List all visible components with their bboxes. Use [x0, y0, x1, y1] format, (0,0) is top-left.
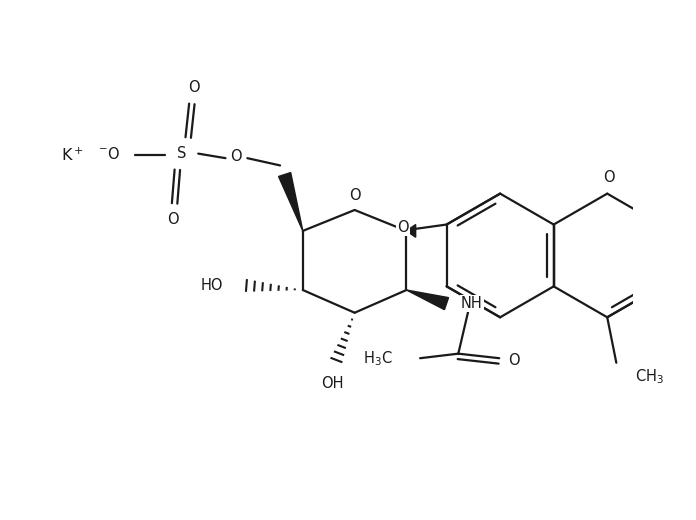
- Text: S: S: [177, 146, 187, 161]
- Text: O: O: [167, 213, 179, 227]
- Text: $^{-}$O: $^{-}$O: [98, 146, 120, 162]
- Text: H$_3$C: H$_3$C: [363, 349, 393, 368]
- Text: O: O: [397, 220, 409, 235]
- Text: O: O: [349, 188, 361, 203]
- Text: OH: OH: [321, 376, 343, 391]
- Text: O: O: [230, 149, 242, 164]
- Polygon shape: [406, 290, 448, 310]
- Text: O: O: [188, 80, 200, 95]
- Polygon shape: [406, 225, 416, 237]
- Text: O: O: [508, 353, 520, 368]
- Text: K$^+$: K$^+$: [61, 147, 84, 164]
- Text: NH: NH: [461, 296, 483, 311]
- Text: O: O: [603, 170, 615, 185]
- Text: CH$_3$: CH$_3$: [635, 367, 663, 386]
- Text: HO: HO: [200, 278, 223, 293]
- Polygon shape: [278, 173, 303, 231]
